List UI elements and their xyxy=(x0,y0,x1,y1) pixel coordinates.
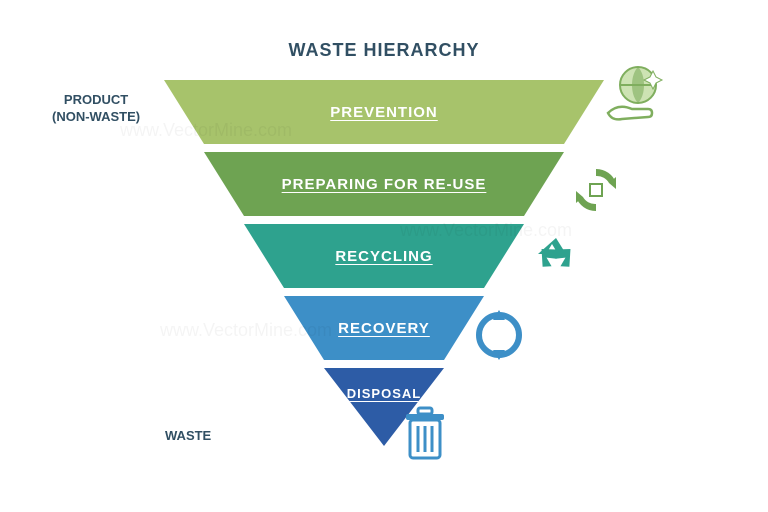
trash-bin-icon xyxy=(398,404,452,464)
reuse-arrows-icon xyxy=(566,160,626,220)
left-label-product-line1: PRODUCT xyxy=(64,92,128,107)
globe-hand-icon xyxy=(588,56,678,136)
funnel-band-1: PREPARING FOR RE-USE xyxy=(204,152,564,216)
funnel-band-label: DISPOSAL xyxy=(347,386,421,401)
funnel-band-label: RECOVERY xyxy=(338,320,430,337)
cycle-gear-icon xyxy=(470,306,528,364)
funnel-band-label: PREVENTION xyxy=(330,104,438,121)
funnel-band-3: RECOVERY xyxy=(284,296,484,360)
left-label-product: PRODUCT (NON-WASTE) xyxy=(52,92,140,126)
funnel-band-label: PREPARING FOR RE-USE xyxy=(282,176,487,193)
recycle-icon xyxy=(520,228,592,300)
funnel-band-0: PREVENTION xyxy=(164,80,604,144)
left-label-product-line2: (NON-WASTE) xyxy=(52,109,140,124)
funnel-band-2: RECYCLING xyxy=(244,224,524,288)
funnel-band-label: RECYCLING xyxy=(335,248,432,265)
diagram-title: WASTE HIERARCHY xyxy=(288,40,479,61)
